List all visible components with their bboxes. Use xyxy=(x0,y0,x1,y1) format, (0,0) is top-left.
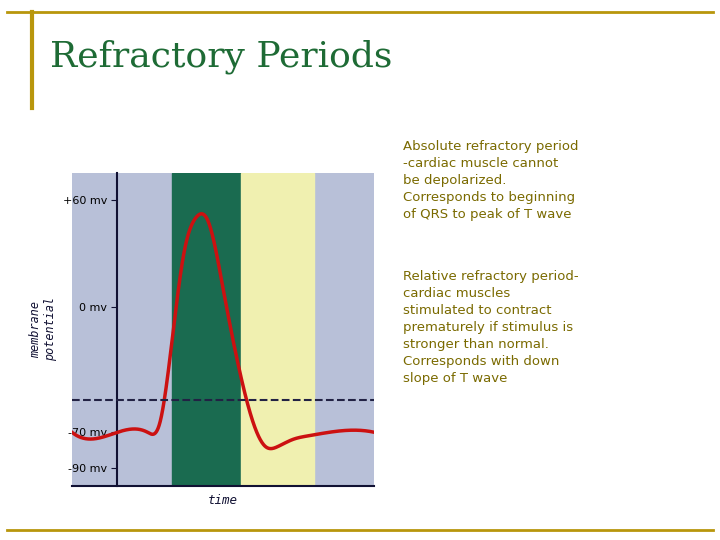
Text: Absolute refractory period
-cardiac muscle cannot
be depolarized.
Corresponds to: Absolute refractory period -cardiac musc… xyxy=(403,140,579,221)
Text: Refractory Periods: Refractory Periods xyxy=(50,39,393,74)
Y-axis label: membrane
potential: membrane potential xyxy=(29,298,57,361)
Bar xyxy=(172,173,241,486)
Text: Relative refractory period-
cardiac muscles
stimulated to contract
prematurely i: Relative refractory period- cardiac musc… xyxy=(403,270,579,385)
X-axis label: time: time xyxy=(208,494,238,508)
Bar xyxy=(241,173,314,486)
